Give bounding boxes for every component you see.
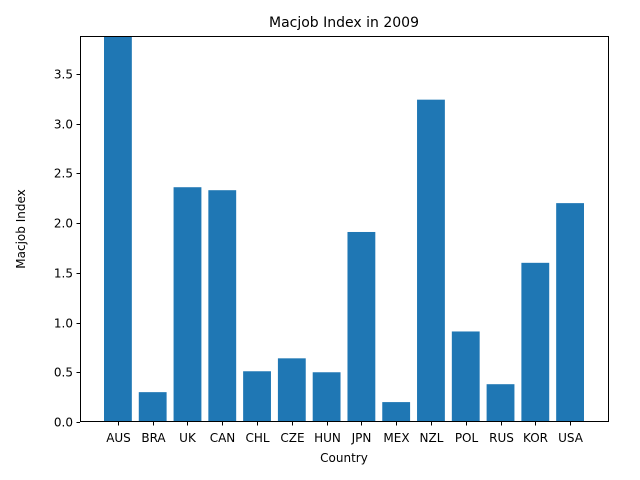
chart-title: Macjob Index in 2009 [269,15,419,31]
x-tick-label-can: CAN [210,431,236,445]
y-tick-label: 0.0 [54,416,73,430]
x-tick-label-usa: USA [558,431,584,445]
bar-usa [556,203,584,422]
x-tick-label-hun: HUN [314,431,341,445]
y-axis-ticks: 0.0 0.5 1.0 1.5 2.0 2.5 3.0 3.5 [54,68,80,430]
bar-hun [312,372,341,422]
bar-rus [486,384,515,422]
bar-chl [243,371,271,422]
bar-nzl [417,99,445,423]
bar-bra [138,392,167,422]
x-tick-label-bra: BRA [141,431,166,445]
x-tick-label-uk: UK [179,431,197,445]
bar-pol [451,331,480,422]
x-tick-label-cze: CZE [280,431,304,445]
bars-group [104,36,584,423]
x-axis-label: Country [320,451,368,465]
y-tick-label: 3.0 [54,118,73,132]
y-axis-label: Macjob Index [14,189,28,268]
x-axis-ticks: AUS BRA UK CAN CHL CZE HUN JPN MEX NZL POL RUS KOR US… [106,422,584,445]
x-tick-label-mex: MEX [383,431,409,445]
x-tick-label-pol: POL [455,431,479,445]
x-tick-label-jpn: JPN [351,431,372,445]
bar-mex [382,402,411,422]
axes-frame [80,36,609,422]
bar-jpn [347,231,376,422]
x-tick-label-rus: RUS [489,431,514,445]
y-tick-label: 1.5 [54,267,73,281]
x-tick-label-nzl: NZL [420,431,444,445]
x-tick-label-aus: AUS [106,431,131,445]
y-tick-label: 2.0 [54,217,73,231]
y-tick-label: 3.5 [54,68,73,82]
y-tick-label: 2.5 [54,167,73,181]
y-tick-label: 0.5 [54,366,73,380]
x-tick-label-chl: CHL [245,431,269,445]
bar-uk [173,187,202,422]
y-tick-label: 1.0 [54,317,73,331]
x-tick-label-kor: KOR [523,431,548,445]
bar-aus [104,36,132,422]
bar-kor [521,262,550,422]
bar-cze [277,358,306,422]
bar-can [208,190,237,422]
